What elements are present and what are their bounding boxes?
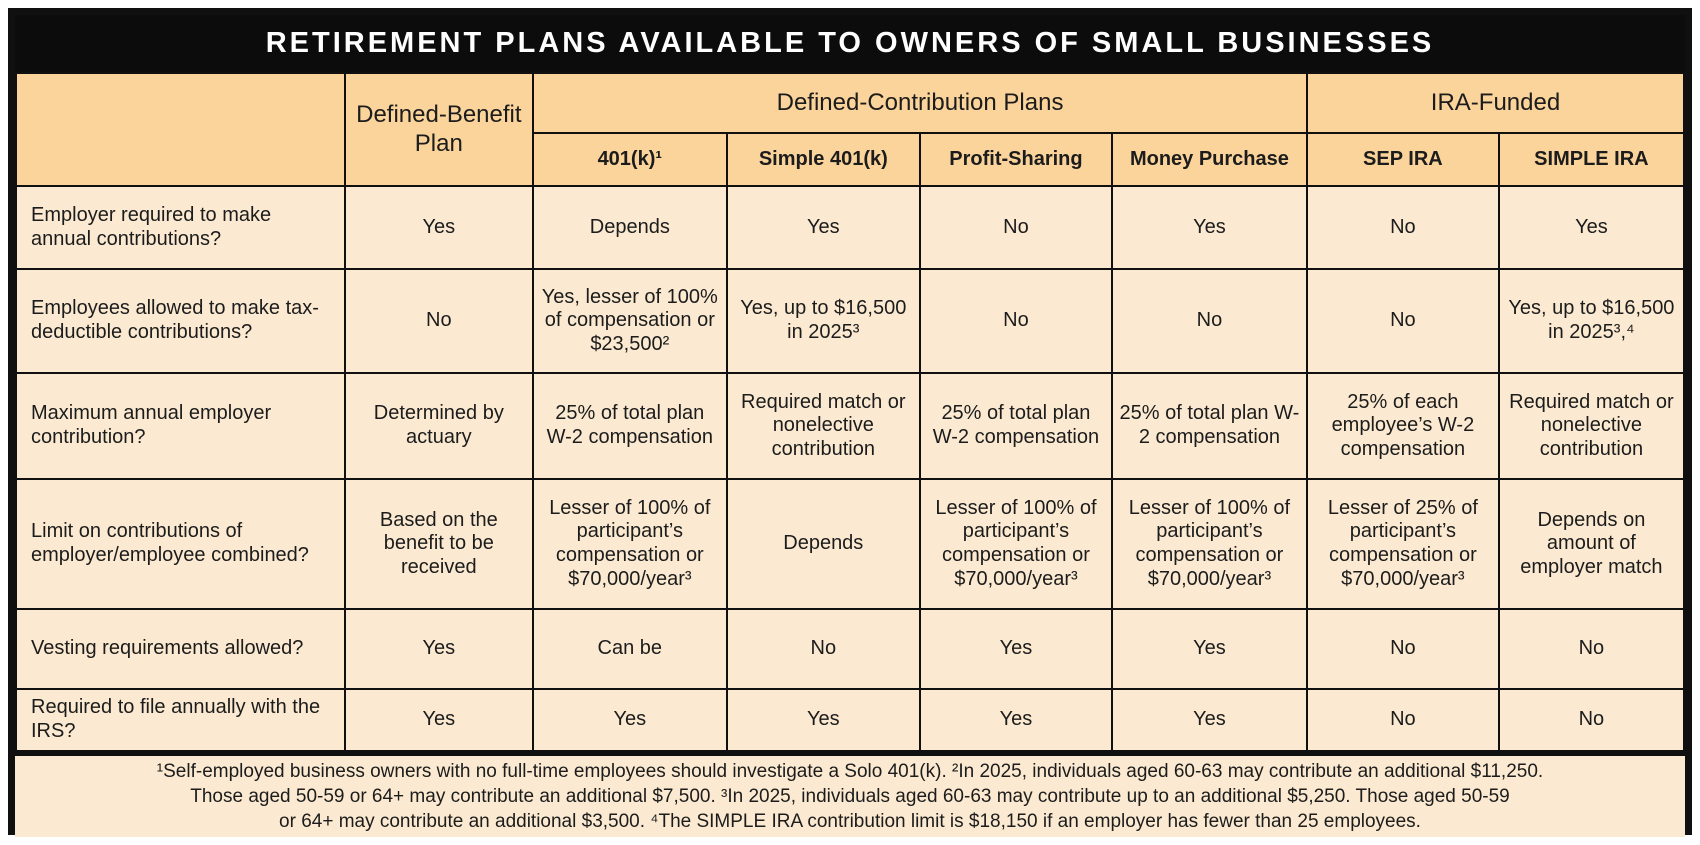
footnote-line: Those aged 50-59 or 64+ may contribute a… [190, 786, 1510, 808]
table-row: Limit on contributions of employer/emplo… [15, 478, 1686, 610]
row-question: Employees allowed to make tax-deductible… [15, 268, 346, 374]
table-cell: Yes, up to $16,500 in 2025³ [725, 268, 922, 374]
table-cell: No [343, 268, 535, 374]
table-cell: Lesser of 100% of participant’s compensa… [1110, 478, 1308, 610]
footnote-line: ¹Self-employed business owners with no f… [156, 761, 1544, 782]
row-question: Required to file annually with the IRS? [15, 688, 346, 752]
table-row: Employer required to make annual contrib… [15, 185, 1686, 270]
row-question: Maximum annual employer contribution? [15, 372, 346, 480]
table-cell: Yes [919, 688, 1113, 752]
col-header-profit-sharing: Profit-Sharing [919, 132, 1113, 187]
table-cell: No [1497, 608, 1686, 690]
table-cell: No [1110, 268, 1308, 374]
table-cell: No [1305, 185, 1500, 270]
table-cell: Yes [343, 608, 535, 690]
table-cell: Lesser of 25% of participant’s compensat… [1305, 478, 1500, 610]
table-cell: Yes [725, 185, 922, 270]
col-header-simple-401k: Simple 401(k) [725, 132, 922, 187]
corner-cell [15, 72, 346, 187]
table-cell: Yes [1497, 185, 1686, 270]
table-cell: Lesser of 100% of participant’s compensa… [919, 478, 1113, 610]
row-question: Employer required to make annual contrib… [15, 185, 346, 270]
col-header-simple-ira: SIMPLE IRA [1497, 132, 1686, 187]
table-cell: Yes [725, 688, 922, 752]
table-cell: Depends [725, 478, 922, 610]
table-cell: 25% of each employee’s W-2 compensation [1305, 372, 1500, 480]
col-group-defined-contribution-plans: Defined-Contribution Plans [532, 72, 1308, 134]
row-question: Vesting requirements allowed? [15, 608, 346, 690]
table-cell: Yes [1110, 688, 1308, 752]
footnotes: ¹Self-employed business owners with no f… [15, 752, 1685, 838]
table-cell: Yes [343, 688, 535, 752]
table-cell: No [1305, 608, 1500, 690]
table-cell: Yes, lesser of 100% of compensation or $… [532, 268, 728, 374]
header-group-row: Defined-Benefit Plan Defined-Contributio… [15, 72, 1686, 187]
table-cell: No [1305, 688, 1500, 752]
page-title: RETIREMENT PLANS AVAILABLE TO OWNERS OF … [15, 15, 1685, 72]
table-cell: Determined by actuary [343, 372, 535, 480]
table-cell: Based on the benefit to be received [343, 478, 535, 610]
table-cell: 25% of total plan W-2 compensation [532, 372, 728, 480]
table-cell: 25% of total plan W-2 compensation [919, 372, 1113, 480]
table-row: Vesting requirements allowed? Yes Can be… [15, 608, 1686, 690]
table-cell: Yes [343, 185, 535, 270]
table-cell: Lesser of 100% of participant’s compensa… [532, 478, 728, 610]
table-cell: Depends [532, 185, 728, 270]
table-cell: Depends on amount of employer match [1497, 478, 1686, 610]
row-question: Limit on contributions of employer/emplo… [15, 478, 346, 610]
table-frame: RETIREMENT PLANS AVAILABLE TO OWNERS OF … [8, 8, 1692, 838]
table-cell: Required match or nonelective contributi… [1497, 372, 1686, 480]
retirement-plans-table: Defined-Benefit Plan Defined-Contributio… [15, 72, 1686, 752]
col-header-defined-benefit-plan: Defined-Benefit Plan [343, 72, 535, 187]
col-header-401k: 401(k)¹ [532, 132, 728, 187]
table-cell: Yes [1110, 608, 1308, 690]
table-cell: No [1305, 268, 1500, 374]
footnote-line: or 64+ may contribute an additional $3,5… [279, 811, 1421, 833]
table-cell: Yes [1110, 185, 1308, 270]
table-cell: No [919, 268, 1113, 374]
table-cell: No [725, 608, 922, 690]
col-group-ira-funded: IRA-Funded [1305, 72, 1686, 134]
col-header-money-purchase: Money Purchase [1110, 132, 1308, 187]
table-row: Employees allowed to make tax-deductible… [15, 268, 1686, 374]
table-cell: Yes, up to $16,500 in 2025³,⁴ [1497, 268, 1686, 374]
table-cell: No [1497, 688, 1686, 752]
table-cell: Yes [532, 688, 728, 752]
header-sub-row: 401(k)¹ Simple 401(k) Profit-Sharing Mon… [16, 132, 1686, 187]
table-cell: Required match or nonelective contributi… [725, 372, 922, 480]
table-cell: 25% of total plan W-2 compensation [1110, 372, 1308, 480]
col-header-sep-ira: SEP IRA [1305, 132, 1500, 187]
table-cell: No [919, 185, 1113, 270]
table-cell: Yes [919, 608, 1113, 690]
table-row: Required to file annually with the IRS? … [15, 688, 1686, 752]
table-row: Maximum annual employer contribution? De… [15, 372, 1686, 480]
table-cell: Can be [532, 608, 728, 690]
